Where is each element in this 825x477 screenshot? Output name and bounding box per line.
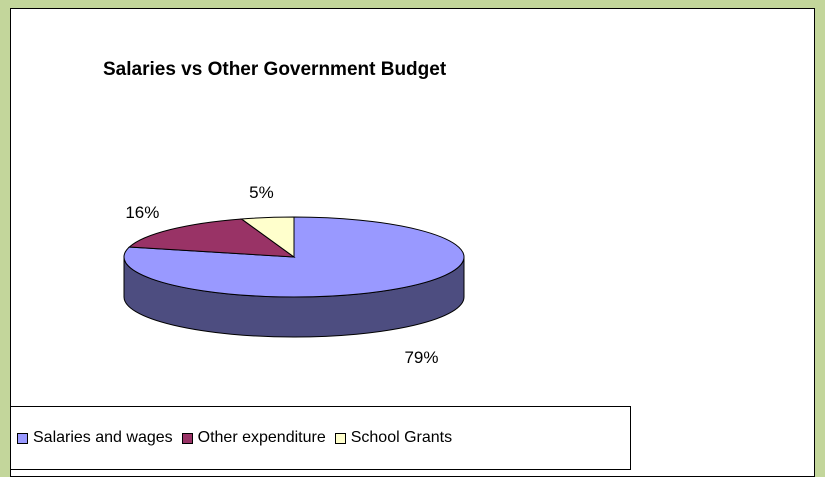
data-label-salaries: 79% bbox=[404, 348, 438, 367]
data-label-other: 16% bbox=[125, 203, 159, 222]
legend-item-other: Other expenditure bbox=[181, 429, 326, 447]
legend: Salaries and wages Other expenditure Sch… bbox=[10, 406, 631, 470]
pie-slice-salaries bbox=[123, 216, 465, 298]
pie-slice-grants bbox=[240, 216, 295, 258]
pie-slice-other bbox=[128, 218, 296, 258]
legend-item-salaries: Salaries and wages bbox=[17, 429, 173, 447]
pie-chart: 79% 16% 5% bbox=[123, 183, 465, 367]
legend-swatch-grants bbox=[334, 432, 346, 444]
data-label-grants: 5% bbox=[249, 183, 274, 202]
pie-tops bbox=[123, 216, 465, 298]
legend-label-salaries: Salaries and wages bbox=[33, 429, 173, 446]
chart-title: Salaries vs Other Government Budget bbox=[103, 59, 447, 80]
chart-area: Salaries vs Other Government Budget 79% 1… bbox=[10, 8, 815, 477]
pie-labels: 79% 16% 5% bbox=[125, 183, 438, 367]
legend-swatch-other bbox=[181, 432, 193, 444]
legend-swatch-salaries bbox=[17, 432, 28, 444]
legend-label-grants: School Grants bbox=[350, 429, 453, 446]
legend-label-other: Other expenditure bbox=[197, 429, 326, 446]
legend-item-grants: School Grants bbox=[334, 429, 453, 447]
